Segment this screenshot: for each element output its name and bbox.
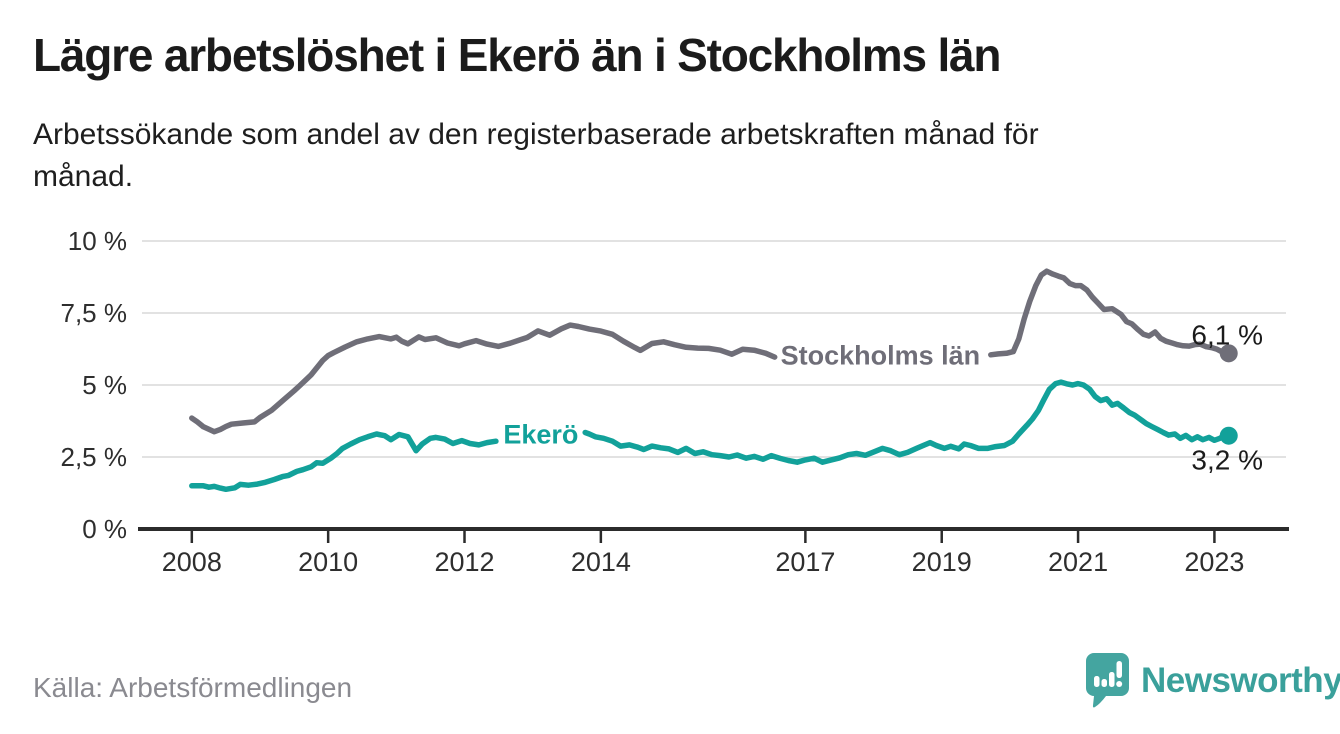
series-line-stockholms-l-n [189,322,778,435]
brand-name: Newsworthy [1141,661,1340,700]
x-tick-label: 2012 [434,547,494,577]
series-line-eker- [582,379,1232,465]
chart-subtitle-line1: Arbetssökande som andel av den registerb… [33,118,1039,151]
chart-title: Lägre arbetslöshet i Ekerö än i Stockhol… [33,29,1002,81]
series-line-stockholms-l-n [988,268,1232,358]
y-tick-label: 2,5 % [61,442,128,472]
y-tick-label: 0 % [82,514,127,544]
x-tick-label: 2014 [571,547,631,577]
series-end-value-eker-: 3,2 % [1191,445,1263,476]
x-tick-label: 2023 [1184,547,1244,577]
x-tick-label: 2017 [775,547,835,577]
series-label-eker-: Ekerö [503,420,578,450]
series-end-dot-eker- [1219,426,1238,445]
source-note: Källa: Arbetsförmedlingen [33,672,353,703]
y-tick-label: 7,5 % [61,298,128,328]
y-tick-label: 10 % [68,226,127,256]
x-tick-label: 2021 [1048,547,1108,577]
chart-subtitle-line2: månad. [33,160,134,193]
series-end-value-stockholms-l-n: 6,1 % [1191,319,1263,350]
series-line-eker- [189,431,499,493]
series-end-dot-stockholms-l-n [1219,344,1238,363]
x-tick-label: 2019 [912,547,972,577]
x-tick-label: 2008 [162,547,222,577]
x-tick-label: 2010 [298,547,358,577]
newsworthy-icon [1083,650,1131,712]
y-tick-label: 5 % [82,370,127,400]
series-label-stockholms-l-n: Stockholms län [781,340,981,370]
brand-logo: Newsworthy [1083,650,1340,712]
chart-subtitle: Arbetssökande som andel av den registerb… [33,114,1039,198]
